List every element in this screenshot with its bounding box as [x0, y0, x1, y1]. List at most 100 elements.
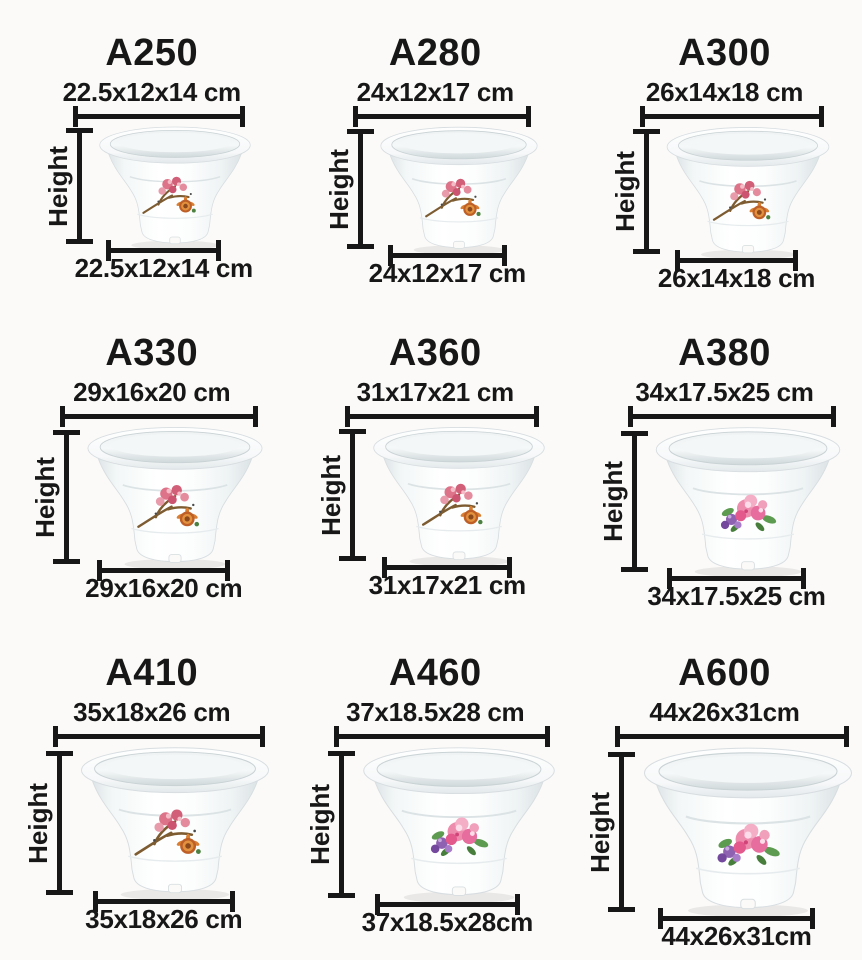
bottom-dimension-label: 29x16x20 cm	[85, 573, 243, 604]
pot-inner-wall	[110, 434, 240, 457]
flower-pot-image	[354, 744, 564, 906]
pot-shadow	[413, 245, 505, 255]
pot-shadow	[687, 904, 809, 918]
pot-measure-row: Height	[23, 744, 278, 903]
height-measure-arrow	[66, 128, 94, 245]
pot-measure-row: Height	[598, 424, 849, 580]
height-measure: Height	[585, 752, 635, 913]
drainage-notch	[452, 551, 466, 561]
product-cell-a300: A300 26x14x18 cm Height	[567, 0, 862, 320]
width-measure-arrow	[639, 106, 824, 128]
height-measure: Height	[315, 429, 366, 562]
height-measure: Height	[323, 129, 374, 250]
pot-inner-wall	[400, 133, 517, 154]
base-width-measure-arrow	[387, 245, 507, 267]
pot-body	[92, 780, 259, 893]
height-label: Height	[43, 145, 74, 227]
base-width-measure-arrow	[92, 891, 235, 913]
pot-inner-wall	[688, 133, 808, 155]
drainage-notch	[740, 898, 756, 910]
height-label: Height	[315, 454, 346, 536]
pot-shadow	[403, 891, 515, 904]
base-width-measure-arrow	[374, 894, 520, 916]
width-measure-arrow	[72, 106, 245, 128]
height-label: Height	[598, 461, 628, 543]
model-label: A380	[678, 332, 771, 374]
pot-body	[108, 153, 243, 244]
product-cell-a410: A410 35x18x26 cm Height	[0, 640, 284, 960]
model-label: A250	[105, 32, 199, 74]
pot-inner-wall	[395, 433, 522, 457]
pot-measure-row: Height	[43, 124, 258, 252]
flower-pot-image	[72, 744, 278, 903]
pot-shadow	[131, 240, 219, 250]
height-measure: Height	[610, 129, 660, 255]
model-label: A360	[388, 332, 482, 374]
top-dimension-label: 22.5x12x14 cm	[62, 76, 242, 107]
product-cell-a380: A380 34x17.5x25 cm Height	[567, 320, 862, 640]
width-measure-arrow	[334, 726, 551, 748]
top-dimension-label: 26x14x18 cm	[645, 76, 804, 107]
model-label: A300	[678, 32, 771, 74]
pot-measure-row: Height	[610, 124, 837, 262]
pot-body	[97, 458, 253, 563]
bottom-dimension-label: 31x17x21 cm	[368, 570, 526, 601]
height-label: Height	[323, 148, 354, 230]
height-measure-arrow	[53, 430, 81, 565]
pot-inner-wall	[106, 754, 245, 780]
drainage-notch	[741, 561, 755, 571]
width-measure-arrow	[59, 406, 258, 428]
width-measure-arrow	[353, 106, 532, 128]
product-cell-a600: A600 44x26x31cm Height	[567, 640, 862, 960]
height-measure-arrow	[327, 751, 355, 899]
height-measure-arrow	[633, 129, 660, 255]
base-width-measure-arrow	[667, 568, 806, 590]
drainage-notch	[168, 554, 182, 563]
top-dimension-label: 24x12x17 cm	[356, 76, 514, 107]
model-label: A280	[388, 32, 482, 74]
flower-pot-image	[92, 124, 258, 252]
product-cell-a330: A330 29x16x20 cm Height	[0, 320, 284, 640]
pot-inner-wall	[671, 756, 825, 783]
height-measure-arrow	[338, 429, 366, 562]
base-width-measure-arrow	[97, 560, 231, 582]
drainage-notch	[169, 236, 181, 245]
product-cell-a250: A250 22.5x12x14 cm Height	[0, 0, 284, 320]
height-measure-arrow	[46, 751, 74, 896]
drainage-notch	[168, 883, 183, 894]
drainage-notch	[451, 886, 466, 897]
height-measure-arrow	[621, 431, 648, 573]
height-measure-arrow	[608, 752, 635, 913]
drainage-notch	[741, 245, 755, 254]
bottom-dimension-label: 22.5x12x14 cm	[74, 253, 254, 284]
height-label: Height	[610, 151, 640, 233]
pot-shadow	[694, 566, 802, 578]
bottom-dimension-label: 24x12x17 cm	[368, 258, 526, 289]
flower-pot-image	[659, 124, 837, 262]
flower-pot-image	[365, 424, 553, 569]
pot-body	[676, 156, 820, 253]
top-dimension-label: 35x18x26 cm	[73, 696, 231, 727]
height-label: Height	[23, 782, 54, 864]
pot-body	[389, 154, 529, 249]
model-label: A460	[388, 652, 482, 694]
width-measure-arrow	[614, 726, 849, 748]
pot-measure-row: Height	[30, 424, 271, 572]
pot-shadow	[701, 249, 795, 260]
width-measure-arrow	[627, 406, 836, 428]
base-width-measure-arrow	[675, 250, 798, 272]
width-measure-arrow	[52, 726, 265, 748]
pot-measure-row: Height	[304, 744, 564, 906]
model-label: A410	[105, 652, 199, 694]
top-dimension-label: 29x16x20 cm	[73, 376, 231, 407]
height-label: Height	[304, 784, 335, 866]
bottom-dimension-label: 34x17.5x25 cm	[647, 581, 826, 612]
top-dimension-label: 34x17.5x25 cm	[635, 376, 814, 407]
product-cell-a280: A280 24x12x17 cm Height	[284, 0, 568, 320]
pot-body	[383, 457, 535, 560]
base-width-measure-arrow	[658, 908, 815, 930]
height-measure: Height	[30, 430, 81, 565]
flower-pot-image	[373, 124, 545, 257]
flower-pot-image	[647, 424, 849, 580]
height-measure: Height	[304, 751, 355, 899]
